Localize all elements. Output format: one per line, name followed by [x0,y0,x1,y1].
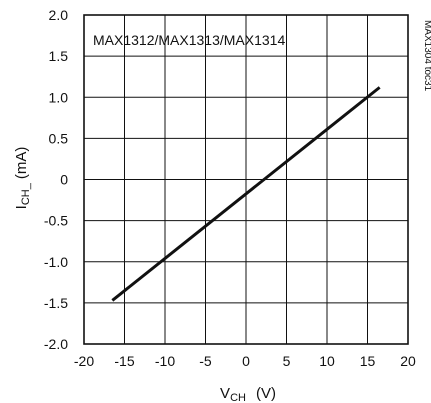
y-tick-label: 2.0 [49,7,69,23]
x-tick-label: -15 [114,353,134,369]
x-axis-label-unit: (V) [256,385,276,402]
y-axis-label-subscript: CH_ [20,182,32,205]
x-tick-label: -5 [199,353,212,369]
plot-frame [83,14,409,345]
y-tick-labels: -2.0 -1.5 -1.0 -0.5 0 0.5 1.0 1.5 2.0 [44,7,68,352]
y-tick-label: -0.5 [44,213,68,229]
x-tick-label: 20 [400,353,416,369]
y-axis-label-unit: (mA) [13,147,30,180]
y-axis-label: ICH_ (mA) [13,147,32,210]
x-axis-label-main: V [220,385,230,402]
x-axis-label-subscript: CH [230,392,246,403]
x-tick-label: 15 [360,353,376,369]
x-axis-label: VCH (V) [220,385,276,403]
x-tick-label: -20 [74,353,94,369]
series-line [111,86,381,302]
y-tick-label: -1.5 [44,295,68,311]
x-tick-label: -10 [155,353,175,369]
y-tick-label: 1.0 [49,89,69,105]
y-axis-label-main: I [13,205,30,209]
chart-title: MAX1312/MAX1313/MAX1314 [93,32,285,48]
x-tick-label: 10 [319,353,335,369]
y-tick-label: -1.0 [44,254,68,270]
x-tick-label: 5 [283,353,291,369]
grid-lines [84,15,408,344]
figure-code-note: MAX1304 toc31 [422,20,431,92]
y-tick-label: -2.0 [44,336,68,352]
y-tick-label: 0 [60,172,68,188]
y-tick-label: 1.5 [49,48,69,64]
x-tick-labels: -20 -15 -10 -5 0 5 10 15 20 [74,353,416,369]
series-group [111,86,381,302]
y-tick-label: 0.5 [49,130,69,146]
x-tick-label: 0 [242,353,250,369]
